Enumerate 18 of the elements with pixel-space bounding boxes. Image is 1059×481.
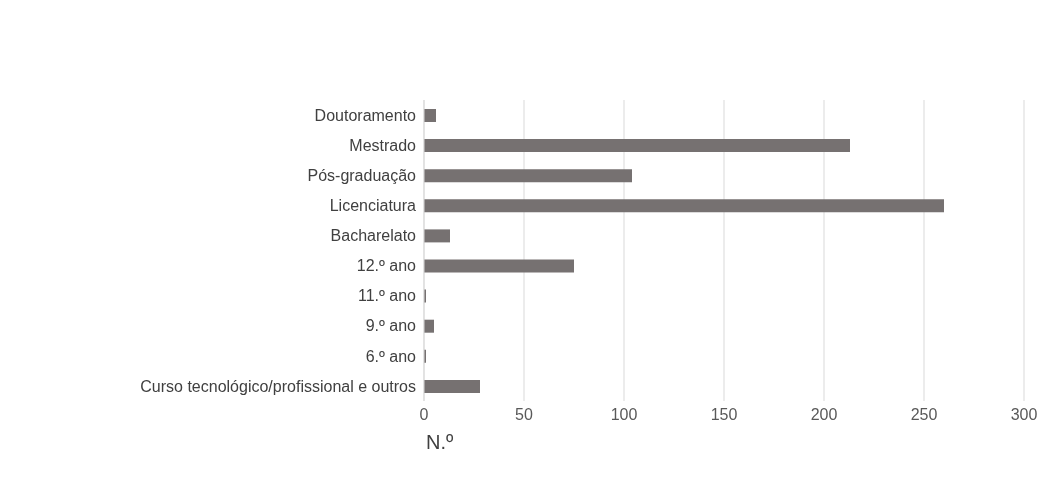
- y-tick-label: 6.º ano: [365, 347, 417, 365]
- y-tick-label: Pós-graduação: [307, 166, 417, 184]
- y-tick-label: Curso tecnológico/profissional e outros: [140, 377, 416, 395]
- y-tick-label: 9.º ano: [365, 317, 417, 335]
- y-tick-label: Bacharelato: [330, 227, 417, 245]
- y-tick-label: Licenciatura: [329, 197, 417, 215]
- x-tick-label: 150: [710, 406, 738, 424]
- x-tick-label: 50: [515, 406, 533, 424]
- x-tick-label: 200: [810, 406, 838, 424]
- y-tick-label: Mestrado: [349, 136, 417, 154]
- x-tick-label: 300: [1010, 406, 1038, 424]
- x-axis-title: N.º: [426, 431, 454, 453]
- x-tick-label: 0: [419, 406, 429, 424]
- y-tick-label: 12.º ano: [356, 257, 417, 275]
- y-tick-label: Doutoramento: [314, 106, 417, 124]
- y-tick-label: 11.º ano: [357, 287, 417, 305]
- x-tick-label: 250: [910, 406, 938, 424]
- x-tick-label: 100: [610, 406, 638, 424]
